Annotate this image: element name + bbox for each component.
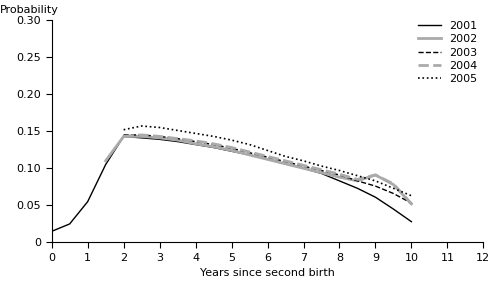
X-axis label: Years since second birth: Years since second birth [200,268,335,278]
Text: Probability: Probability [0,5,59,16]
Legend: 2001, 2002, 2003, 2004, 2005: 2001, 2002, 2003, 2004, 2005 [419,21,478,84]
